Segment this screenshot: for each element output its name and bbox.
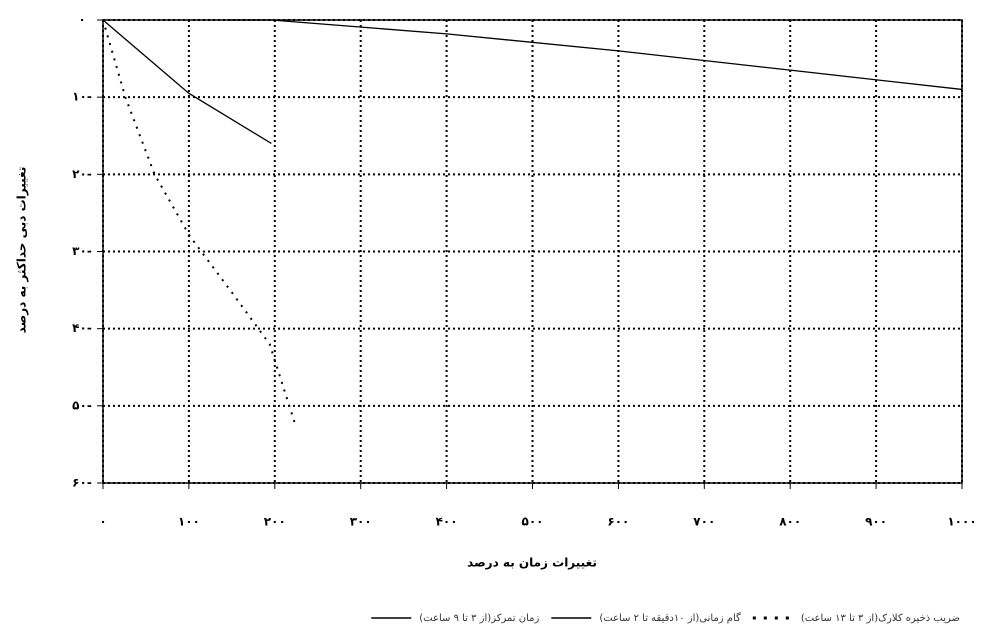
line-series	[102, 19, 297, 426]
x-tick-label: ۶۰۰	[607, 515, 629, 529]
line-series	[102, 19, 272, 145]
legend-label: زمان تمرکز(از ۳ تا ۹ ساعت)	[419, 613, 539, 624]
y-tick-label: ۱۰-	[72, 90, 92, 104]
line-series	[230, 19, 963, 91]
x-tick-label: ۷۰۰	[693, 515, 715, 529]
x-tick-label: ۳۰۰	[350, 515, 372, 529]
x-tick-label: ۸۰۰	[779, 515, 801, 529]
x-tick-label: ۵۰۰	[522, 515, 544, 529]
x-tick-label: ۴۰۰	[436, 515, 458, 529]
legend-label: گام زمانی(از ۱۰دقیقه تا ۲ ساعت)	[599, 612, 741, 624]
x-tick-label: ۱۰۰	[178, 515, 200, 529]
y-axis-title: تغییرات دبی حداکثر به درصد	[15, 167, 29, 334]
x-tick-label: ۹۰۰	[865, 515, 887, 529]
y-tick-label: ۶۰-	[72, 476, 92, 490]
y-tick-label: ۲۰-	[72, 167, 92, 181]
x-tick-label: ۱۰۰۰	[947, 515, 976, 529]
x-tick-label: ۲۰۰	[264, 515, 286, 529]
x-axis-title: تغییرات زمان به درصد	[467, 556, 597, 570]
y-tick-label: ۰	[78, 13, 85, 27]
y-tick-label: ۵۰-	[72, 398, 92, 412]
y-tick-label: ۴۰-	[72, 321, 92, 335]
x-tick-label: ۰	[99, 515, 106, 529]
legend-label: ضریب ذخیره کلارک(از ۳ تا ۱۳ ساعت)	[801, 613, 960, 624]
plot-frame	[102, 19, 963, 484]
y-tick-label: ۳۰-	[72, 244, 92, 258]
